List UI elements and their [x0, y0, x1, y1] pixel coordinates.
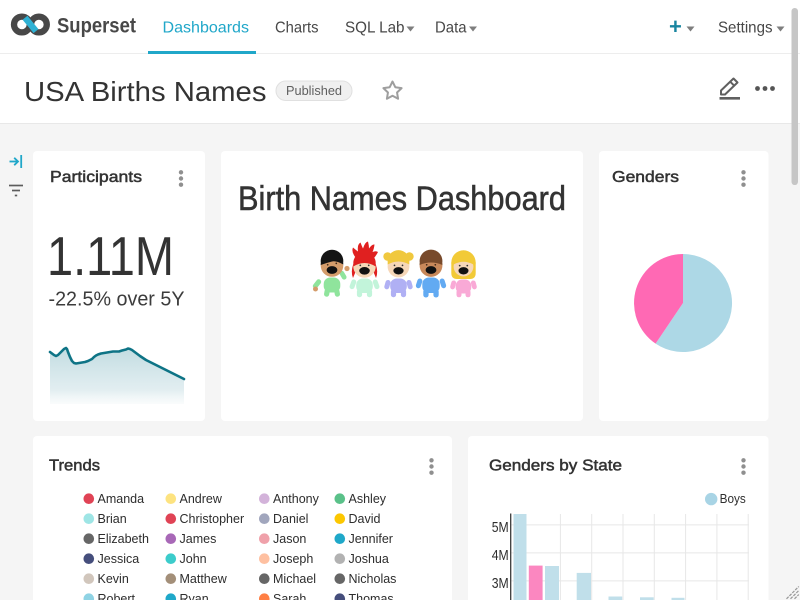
svg-text:Jason: Jason [273, 532, 306, 546]
svg-text:Thomas: Thomas [349, 592, 394, 600]
svg-text:Dashboards: Dashboards [163, 20, 250, 37]
svg-text:Trends: Trends [49, 458, 100, 475]
svg-text:Boys: Boys [720, 492, 746, 506]
svg-text:Amanda: Amanda [98, 492, 145, 506]
svg-text:4M: 4M [492, 548, 509, 564]
svg-text:Jessica: Jessica [98, 552, 140, 566]
svg-text:Settings: Settings [718, 20, 773, 37]
svg-text:SQL Lab: SQL Lab [345, 20, 405, 37]
svg-text:Data: Data [435, 20, 467, 37]
svg-text:Brian: Brian [98, 512, 127, 526]
svg-text:Michael: Michael [273, 572, 316, 586]
svg-text:James: James [180, 532, 217, 546]
svg-text:Genders: Genders [612, 169, 679, 186]
svg-text:Nicholas: Nicholas [349, 572, 397, 586]
svg-text:Superset: Superset [57, 15, 136, 38]
svg-text:Anthony: Anthony [273, 492, 320, 506]
svg-text:Published: Published [286, 84, 342, 98]
svg-text:Sarah: Sarah [273, 592, 306, 600]
svg-text:+: + [669, 14, 682, 39]
svg-text:Jennifer: Jennifer [349, 532, 393, 546]
svg-text:-22.5% over 5Y: -22.5% over 5Y [49, 289, 185, 311]
svg-text:1.11M: 1.11M [47, 225, 174, 287]
svg-text:Ryan: Ryan [180, 592, 209, 600]
svg-text:Elizabeth: Elizabeth [98, 532, 149, 546]
svg-text:Birth Names Dashboard: Birth Names Dashboard [238, 180, 566, 218]
svg-text:Robert: Robert [98, 592, 136, 600]
svg-text:Joseph: Joseph [273, 552, 313, 566]
svg-text:Matthew: Matthew [180, 572, 228, 586]
svg-text:Joshua: Joshua [349, 552, 389, 566]
svg-text:Ashley: Ashley [349, 492, 387, 506]
svg-text:Participants: Participants [50, 169, 142, 186]
svg-text:John: John [180, 552, 207, 566]
svg-text:5M: 5M [492, 520, 509, 536]
svg-text:Andrew: Andrew [180, 492, 223, 506]
svg-text:David: David [349, 512, 381, 526]
svg-text:Christopher: Christopher [180, 512, 245, 526]
svg-text:Genders by State: Genders by State [489, 458, 622, 475]
svg-text:Kevin: Kevin [98, 572, 129, 586]
svg-text:USA Births Names: USA Births Names [24, 76, 267, 107]
svg-text:Daniel: Daniel [273, 512, 308, 526]
svg-text:Charts: Charts [275, 20, 319, 37]
svg-text:3M: 3M [492, 576, 509, 592]
